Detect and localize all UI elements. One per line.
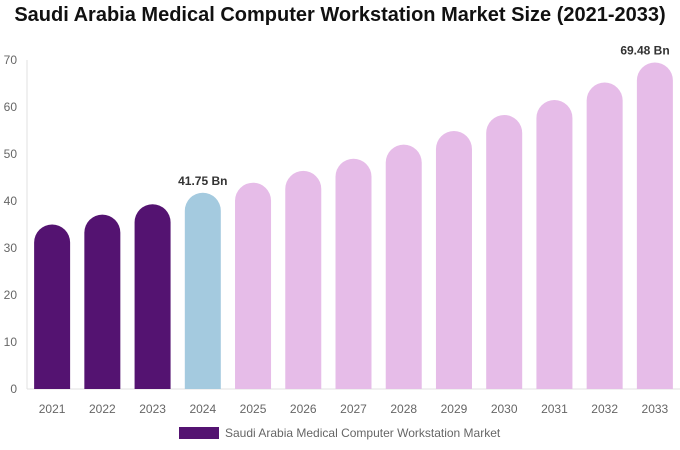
y-tick-label: 20 — [4, 288, 18, 302]
bar-2026 — [285, 170, 322, 389]
x-tick-label: 2028 — [390, 402, 417, 416]
y-tick-label: 60 — [4, 100, 18, 114]
y-tick-label: 0 — [10, 382, 17, 396]
y-tick-label: 50 — [4, 147, 18, 161]
x-tick-label: 2022 — [89, 402, 116, 416]
x-tick-label: 2032 — [591, 402, 618, 416]
data-label: 69.48 Bn — [620, 43, 669, 57]
legend-label: Saudi Arabia Medical Computer Workstatio… — [225, 426, 501, 440]
data-label: 41.75 Bn — [178, 174, 227, 188]
bar-2033 — [636, 62, 673, 389]
x-tick-label: 2023 — [139, 402, 166, 416]
x-tick-label: 2029 — [441, 402, 468, 416]
y-tick-label: 40 — [4, 194, 18, 208]
bar-2024 — [184, 192, 221, 389]
legend-swatch — [179, 427, 219, 439]
x-tick-label: 2026 — [290, 402, 317, 416]
x-tick-label: 2033 — [642, 402, 669, 416]
x-tick-label: 2027 — [340, 402, 367, 416]
chart-title: Saudi Arabia Medical Computer Workstatio… — [14, 4, 666, 26]
bar-2023 — [134, 204, 171, 389]
bar-2030 — [486, 114, 523, 390]
x-tick-label: 2025 — [240, 402, 267, 416]
legend: Saudi Arabia Medical Computer Workstatio… — [179, 426, 500, 440]
bar-2025 — [235, 182, 272, 389]
x-tick-label: 2021 — [39, 402, 66, 416]
bar-2031 — [536, 99, 573, 389]
bar-2021 — [34, 224, 71, 389]
y-tick-label: 10 — [4, 335, 18, 349]
x-tick-label: 2024 — [189, 402, 216, 416]
bar-2028 — [385, 144, 422, 389]
bar-2027 — [335, 158, 372, 389]
x-tick-label: 2030 — [491, 402, 518, 416]
y-tick-label: 70 — [4, 53, 18, 67]
x-tick-label: 2031 — [541, 402, 568, 416]
bar-2032 — [586, 82, 623, 389]
bar-2029 — [435, 130, 472, 389]
y-tick-label: 30 — [4, 241, 18, 255]
bar-2022 — [84, 214, 121, 389]
